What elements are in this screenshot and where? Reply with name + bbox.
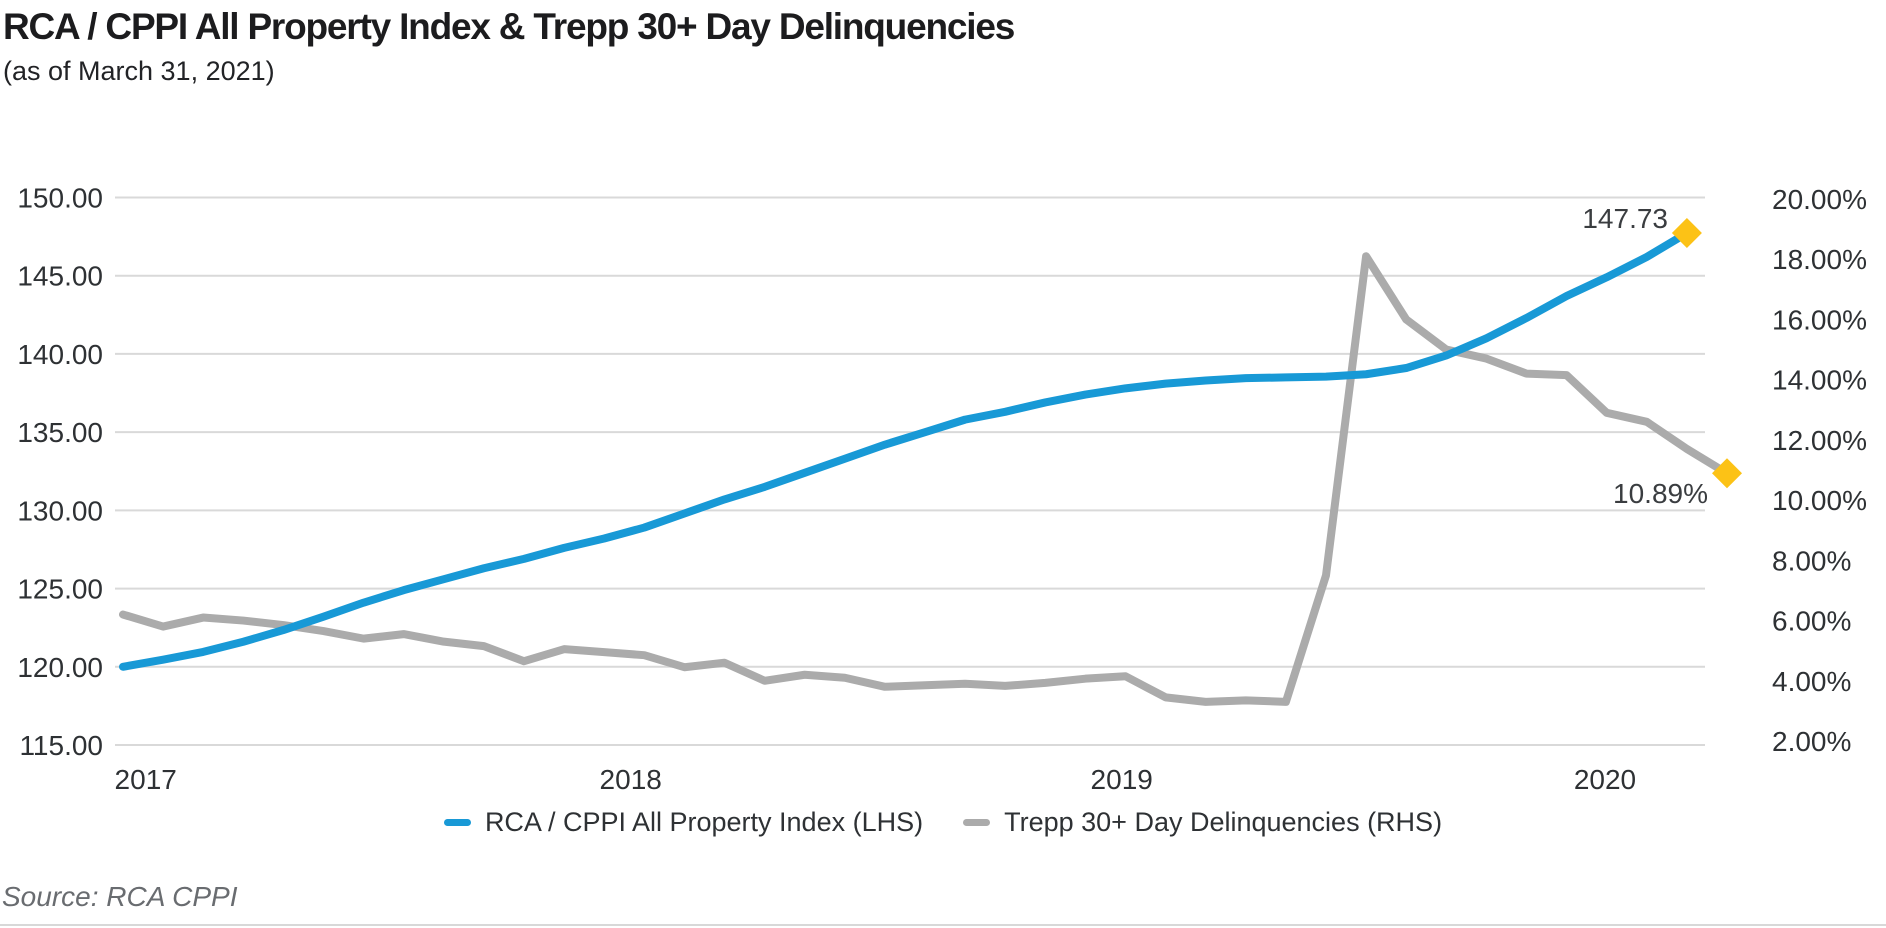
left-axis-tick-label: 140.00 (17, 339, 103, 370)
legend-swatch-trepp-icon (963, 818, 991, 826)
rca-cppi-index-line (119, 229, 1691, 671)
left-axis-tick-label: 150.00 (17, 183, 103, 214)
right-axis-tick-label: 8.00% (1772, 545, 1851, 576)
left-axis-tick-label: 130.00 (17, 495, 103, 526)
right-axis-tick-label: 18.00% (1772, 244, 1867, 275)
right-axis-tick-label: 20.00% (1772, 184, 1867, 215)
right-axis-tick-label: 6.00% (1772, 606, 1851, 637)
rca-end-diamond-icon (1671, 218, 1702, 249)
right-axis-tick-label: 4.00% (1772, 666, 1851, 697)
source-note: Source: RCA CPPI (2, 881, 238, 912)
legend-label-trepp: Trepp 30+ Day Delinquencies (RHS) (1004, 806, 1443, 837)
left-axis-tick-label: 145.00 (17, 261, 103, 292)
left-axis-tick-label: 120.00 (17, 652, 103, 683)
x-axis-tick-label: 2018 (600, 764, 662, 795)
right-axis-tick-label: 12.00% (1772, 425, 1867, 456)
legend-item-trepp: Trepp 30+ Day Delinquencies (RHS) (963, 807, 1442, 838)
page-subtitle: (as of March 31, 2021) (3, 56, 275, 86)
x-axis-tick-label: 2020 (1574, 764, 1636, 795)
right-axis-tick-label: 2.00% (1772, 726, 1851, 757)
right-axis-tick-label: 16.00% (1772, 304, 1867, 335)
page-title: RCA / CPPI All Property Index & Trepp 30… (3, 6, 1015, 47)
trepp-end-value-label: 10.89% (1613, 478, 1708, 509)
bottom-divider (0, 924, 1886, 926)
trepp-delinquency-line (119, 252, 1731, 706)
x-axis-tick-label: 2019 (1091, 764, 1153, 795)
chart-legend: RCA / CPPI All Property Index (LHS) Trep… (0, 797, 1886, 847)
legend-item-rca-cppi: RCA / CPPI All Property Index (LHS) (443, 806, 924, 838)
right-axis-tick-label: 10.00% (1772, 485, 1867, 516)
rca-end-value-label: 147.73 (1582, 203, 1668, 234)
trepp-end-diamond-icon (1712, 458, 1742, 489)
legend-swatch-rca-cppi-icon (443, 818, 471, 826)
left-axis-tick-label: 135.00 (17, 417, 103, 448)
right-axis-tick-label: 14.00% (1772, 365, 1867, 396)
left-axis-tick-label: 115.00 (19, 730, 103, 761)
left-axis-tick-label: 125.00 (17, 574, 103, 605)
legend-label-rca-cppi: RCA / CPPI All Property Index (LHS) (484, 806, 924, 837)
x-axis-tick-label: 2017 (115, 764, 177, 795)
